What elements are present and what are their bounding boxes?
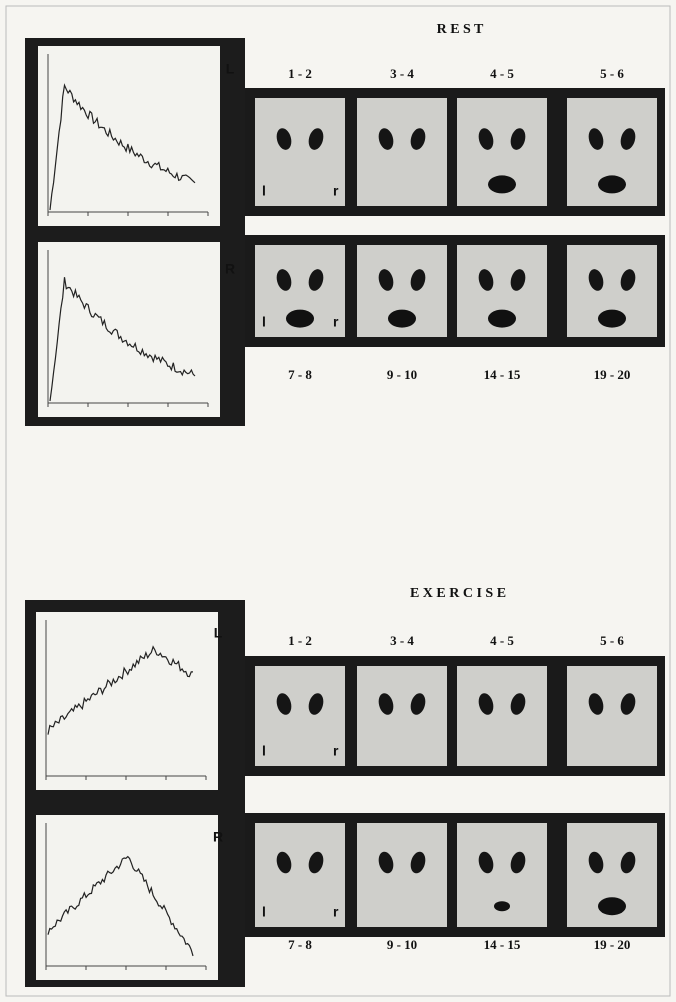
frame-label: 7 - 8 <box>288 937 312 952</box>
renogram-chart <box>36 612 218 790</box>
curve-label: L <box>214 625 223 641</box>
bladder <box>494 901 510 911</box>
frame-label: 14 - 15 <box>484 937 521 952</box>
figure-page: R E S T L Rl r 1 - 2 3 - 4 4 - 5 5 - 6 l r 7 - 8 9 … <box>0 0 676 1002</box>
bladder <box>488 175 516 193</box>
section-title: E X E R C I S E <box>410 586 506 601</box>
side-mark: l <box>262 743 266 759</box>
frame-label: 4 - 5 <box>490 66 514 81</box>
frame-label: 19 - 20 <box>594 367 631 382</box>
side-mark: l <box>262 183 266 199</box>
bladder <box>598 310 626 328</box>
scintigram <box>457 823 547 927</box>
frame-label: 4 - 5 <box>490 633 514 648</box>
bladder <box>388 310 416 328</box>
scintigram <box>255 666 345 766</box>
frame-label: 5 - 6 <box>600 633 624 648</box>
scintigram <box>357 98 447 206</box>
scintigram <box>457 666 547 766</box>
frame-label: 14 - 15 <box>484 367 521 382</box>
frame-label: 9 - 10 <box>387 937 417 952</box>
bladder <box>598 897 626 915</box>
scintigram <box>255 823 345 927</box>
side-mark: l <box>262 904 266 920</box>
renogram-chart <box>38 242 220 417</box>
side-mark: r <box>333 314 339 330</box>
bladder <box>286 310 314 328</box>
frame-label: 1 - 2 <box>288 66 312 81</box>
side-mark: r <box>333 904 339 920</box>
side-mark: r <box>333 743 339 759</box>
curve-label: R <box>225 261 235 277</box>
frame-label: 5 - 6 <box>600 66 624 81</box>
scintigram <box>357 666 447 766</box>
scintigram <box>255 98 345 206</box>
bladder <box>488 310 516 328</box>
scintigram <box>357 823 447 927</box>
curve-label: L <box>226 61 235 77</box>
curve-label: R <box>213 829 223 845</box>
frame-label: 7 - 8 <box>288 367 312 382</box>
frame-label: 3 - 4 <box>390 66 414 81</box>
frame-label: 19 - 20 <box>594 937 631 952</box>
section-title: R E S T <box>437 22 484 37</box>
side-mark: r <box>333 183 339 199</box>
renogram-chart <box>36 815 218 980</box>
frame-label: 3 - 4 <box>390 633 414 648</box>
side-mark: l <box>262 314 266 330</box>
frame-label: 9 - 10 <box>387 367 417 382</box>
frame-label: 1 - 2 <box>288 633 312 648</box>
bladder <box>598 175 626 193</box>
scintigram <box>567 666 657 766</box>
renogram-chart <box>38 46 220 226</box>
